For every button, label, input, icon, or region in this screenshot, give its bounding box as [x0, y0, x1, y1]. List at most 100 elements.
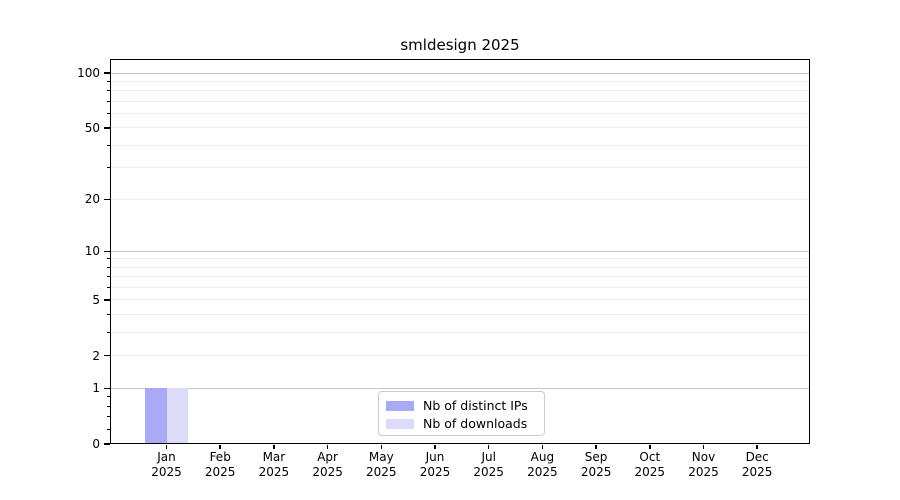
- gridline-major-100: [110, 72, 810, 74]
- x-tick-year: 2025: [741, 465, 773, 479]
- gridline-minor-40: [110, 145, 810, 147]
- x-tick-label-nov: Nov 2025: [672, 450, 736, 480]
- gridline-minor-50: [110, 127, 810, 129]
- x-tick-jan: [165, 445, 168, 449]
- x-tick-year: 2025: [527, 465, 558, 479]
- x-tick-sep: [595, 445, 597, 449]
- gridline-minor-8: [110, 266, 810, 268]
- x-tick-year: 2025: [204, 465, 236, 479]
- legend-item-nb-of-downloads: Nb of downloads: [386, 415, 536, 433]
- y-minortick-9: [107, 258, 110, 260]
- gridline-minor-30: [110, 167, 810, 169]
- y-tick-label-5: 5: [92, 292, 100, 307]
- y-tick-20: [104, 198, 110, 201]
- y-minortick-6: [107, 287, 110, 289]
- x-tick-label-mar: Mar 2025: [242, 450, 306, 480]
- x-tick-apr: [326, 445, 329, 449]
- x-tick-year: 2025: [473, 465, 504, 479]
- x-tick-year: 2025: [366, 465, 397, 479]
- gridline-minor-20: [110, 198, 810, 200]
- x-tick-label-oct: Oct 2025: [618, 450, 682, 480]
- x-tick-month: Aug: [530, 450, 555, 464]
- y-minortick-30: [107, 167, 110, 169]
- x-tick-oct: [649, 445, 651, 449]
- x-tick-label-dec: Dec 2025: [725, 450, 789, 480]
- y-minortick-40: [107, 145, 110, 147]
- x-tick-year: 2025: [580, 465, 612, 479]
- plot-area-border: [110, 59, 810, 444]
- x-tick-month: Dec: [745, 450, 769, 464]
- x-tick-nov: [702, 445, 705, 449]
- y-minortick-0-8: [107, 396, 110, 398]
- y-tick-label-0: 0: [92, 437, 100, 451]
- gridline-minor-70: [110, 100, 810, 102]
- y-tick-label-2: 2: [92, 348, 100, 363]
- x-tick-year: 2025: [151, 465, 182, 479]
- y-tick-label-1: 1: [92, 381, 100, 396]
- x-tick-label-jul: Jul 2025: [457, 450, 521, 480]
- chart-title: smldesign 2025: [400, 36, 520, 54]
- y-minortick-0-6: [107, 405, 110, 407]
- y-tick-50: [104, 127, 110, 129]
- y-minortick-3: [107, 332, 110, 334]
- x-tick-label-may: May 2025: [349, 450, 413, 480]
- y-minortick-8: [107, 266, 110, 268]
- x-tick-month: Apr: [317, 450, 338, 464]
- x-tick-aug: [541, 445, 544, 449]
- y-minortick-4: [107, 314, 110, 316]
- x-tick-label-sep: Sep 2025: [564, 450, 628, 480]
- y-tick-label-10: 10: [84, 244, 100, 259]
- x-tick-month: Feb: [209, 450, 231, 464]
- x-tick-month: Sep: [584, 450, 608, 464]
- gridline-minor-5: [110, 299, 810, 301]
- x-tick-label-jan: Jan 2025: [135, 450, 199, 480]
- y-tick-1: [104, 387, 110, 390]
- y-tick-10: [104, 250, 110, 253]
- y-minortick-0-4: [107, 416, 110, 418]
- y-minortick-70: [107, 100, 110, 102]
- x-tick-label-aug: Aug 2025: [510, 450, 574, 480]
- bar-nb-of-downloads-jan: [166, 388, 188, 444]
- y-tick-100: [104, 72, 110, 74]
- y-tick-label-100: 100: [77, 66, 100, 81]
- x-tick-may: [380, 445, 383, 449]
- y-tick-5: [104, 299, 110, 301]
- y-tick-2: [104, 354, 110, 357]
- x-tick-month: Mar: [262, 450, 286, 464]
- gridline-minor-80: [110, 90, 810, 92]
- x-tick-year: 2025: [688, 465, 719, 479]
- legend-item-label: Nb of distinct IPs: [423, 398, 528, 413]
- x-tick-mar: [273, 445, 275, 449]
- x-tick-label-feb: Feb 2025: [188, 450, 252, 480]
- y-minortick-80: [107, 90, 110, 92]
- x-tick-jul: [487, 445, 490, 449]
- x-tick-jun: [434, 445, 436, 449]
- gridline-minor-4: [110, 314, 810, 316]
- x-tick-year: 2025: [312, 465, 343, 479]
- x-tick-month: Jul: [481, 450, 496, 464]
- x-tick-dec: [756, 445, 758, 449]
- x-tick-year: 2025: [258, 465, 290, 479]
- gridline-minor-3: [110, 332, 810, 334]
- x-tick-month: Nov: [691, 450, 716, 464]
- x-tick-feb: [219, 445, 221, 449]
- x-tick-year: 2025: [634, 465, 666, 479]
- gridline-minor-9: [110, 258, 810, 260]
- gridline-minor-90: [110, 80, 810, 82]
- y-tick-0: [104, 443, 110, 445]
- legend-item-label: Nb of downloads: [423, 416, 528, 431]
- y-tick-label-50: 50: [84, 120, 100, 135]
- x-tick-month: Jun: [425, 450, 445, 464]
- y-minortick-0-2: [107, 428, 110, 430]
- x-tick-label-jun: Jun 2025: [403, 450, 467, 480]
- gridline-minor-2: [110, 355, 810, 357]
- legend-swatch-nb-of-downloads: [386, 419, 414, 429]
- legend: Nb of distinct IPs Nb of downloads: [378, 391, 545, 436]
- bar-nb-of-distinct-ips-jan: [145, 388, 167, 444]
- x-tick-month: Oct: [639, 450, 661, 464]
- y-minortick-60: [107, 113, 110, 115]
- legend-item-nb-of-distinct-ips: Nb of distinct IPs: [386, 397, 536, 415]
- gridline-minor-6: [110, 287, 810, 289]
- x-tick-month: May: [368, 450, 394, 464]
